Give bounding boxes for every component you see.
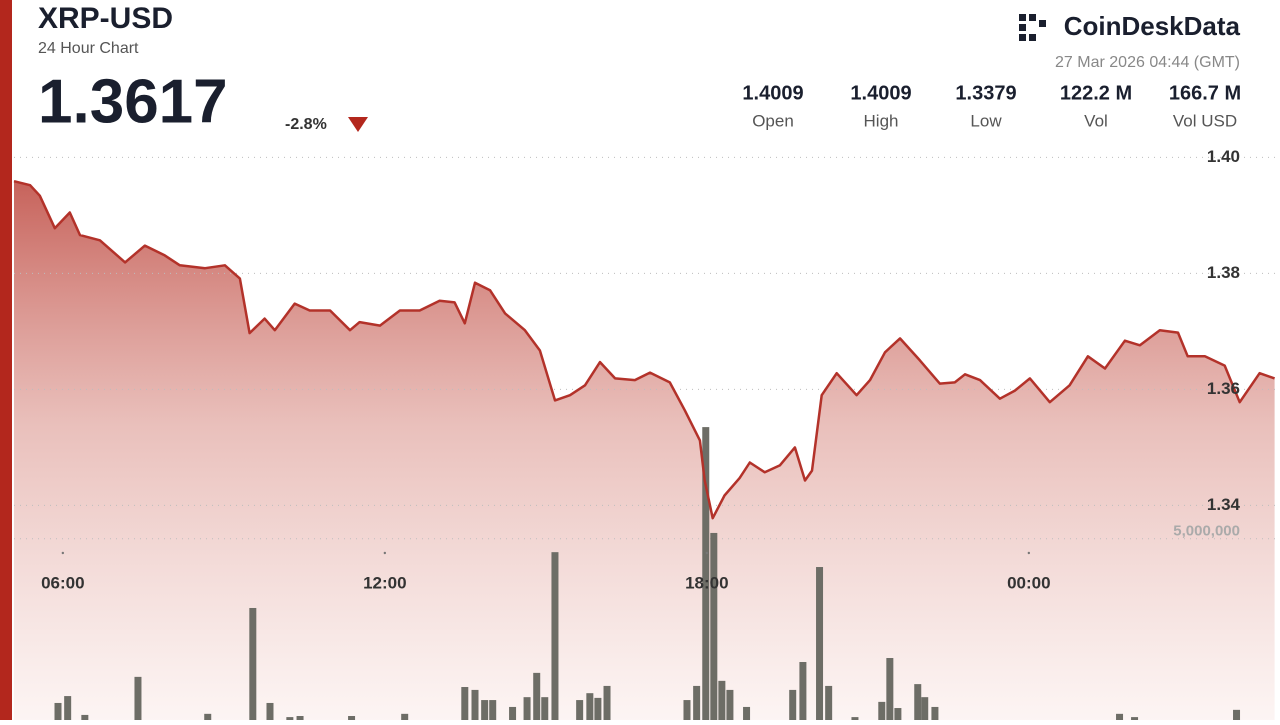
volume-bar [743, 706, 751, 720]
brand-logo [1019, 14, 1046, 41]
volume-bar [718, 680, 726, 720]
volume-bar [204, 713, 212, 720]
accent-strip [0, 0, 12, 720]
volume-bar [551, 552, 559, 720]
volume-bar [134, 676, 142, 720]
volume-bar [1233, 709, 1241, 720]
x-tick-mark [1027, 551, 1031, 555]
x-tick-mark [61, 551, 65, 555]
x-tick-label: 18:00 [685, 573, 728, 592]
down-arrow [348, 117, 368, 132]
volume-bar [489, 700, 497, 720]
price-line [13, 179, 1276, 520]
volume-bar [266, 702, 274, 720]
volume-bar [921, 697, 929, 720]
volume-bar [851, 717, 859, 720]
volume-bar [533, 672, 541, 720]
volume-bar [683, 700, 691, 720]
volume-bar [509, 706, 517, 720]
volume-bar [825, 685, 833, 720]
volume-bar [81, 714, 89, 720]
volume-bar [286, 717, 294, 720]
volume-bar [348, 716, 356, 720]
y-tick-label: 1.40 [1207, 147, 1240, 166]
volume-bar [799, 662, 807, 720]
chart-title: XRP-USD [38, 2, 173, 35]
volume-bar [886, 658, 894, 720]
volume-bar [471, 689, 479, 720]
volume-bar [789, 689, 797, 720]
volume-bar [878, 701, 886, 720]
x-tick-label: 12:00 [363, 573, 406, 592]
volume-bar [523, 697, 531, 720]
y2-tick-label: 5,000,000 [1173, 523, 1240, 540]
volume-bar [401, 713, 409, 720]
stat-value: 1.4009 [850, 82, 911, 104]
volume-bar [541, 697, 549, 720]
volume-bar [693, 685, 701, 720]
stat-label: Vol [1084, 111, 1108, 130]
volume-bar [576, 700, 584, 720]
stat-label: High [864, 111, 899, 130]
volume-bar [249, 607, 257, 720]
volume-bar [54, 702, 62, 720]
volume-bar [586, 693, 594, 720]
plot-area: 1.34 1.36 1.38 1.40 5,000,000 06:00 12:00 18:00… [13, 147, 1280, 720]
current-price: 1.3617 [38, 67, 228, 136]
stats: 1.4009 Open 1.4009 High 1.3379 Low 122.2 M Vol 1… [742, 82, 1241, 130]
volume-bar [296, 716, 304, 720]
stat-value: 1.4009 [742, 82, 803, 104]
volume-bar [816, 567, 824, 720]
x-tick-label: 06:00 [41, 573, 84, 592]
volume-bar [894, 708, 902, 720]
stat-label: Open [752, 111, 794, 130]
stat-label: Low [970, 111, 1002, 130]
volume-bar [931, 706, 939, 720]
volume-bar [914, 684, 922, 720]
y-tick-label: 1.36 [1207, 379, 1240, 398]
price-change: -2.8% [285, 116, 327, 133]
stat-value: 122.2 M [1060, 82, 1132, 104]
volume-bar [1116, 713, 1124, 720]
volume-bar [726, 689, 734, 720]
volume-bar [710, 532, 718, 720]
stat-label: Vol USD [1173, 111, 1237, 130]
volume-bar [702, 427, 710, 720]
volume-bar [481, 700, 489, 720]
volume-bar [603, 685, 611, 720]
x-tick-mark [705, 551, 709, 555]
stat-value: 1.3379 [955, 82, 1016, 104]
x-tick-mark [383, 551, 387, 555]
volume-bar [1131, 717, 1139, 720]
volume-bar [64, 696, 72, 720]
chart-subtitle: 24 Hour Chart [38, 40, 139, 57]
x-tick-label: 00:00 [1007, 573, 1050, 592]
price-area [14, 181, 1275, 720]
y-tick-label: 1.34 [1207, 495, 1241, 514]
y-tick-label: 1.38 [1207, 263, 1240, 282]
brand-name: CoinDeskData [1064, 11, 1241, 41]
stat-value: 166.7 M [1169, 82, 1241, 104]
volume-bar [594, 697, 602, 720]
volume-bar [461, 687, 469, 720]
timestamp: 27 Mar 2026 04:44 (GMT) [1055, 54, 1240, 71]
